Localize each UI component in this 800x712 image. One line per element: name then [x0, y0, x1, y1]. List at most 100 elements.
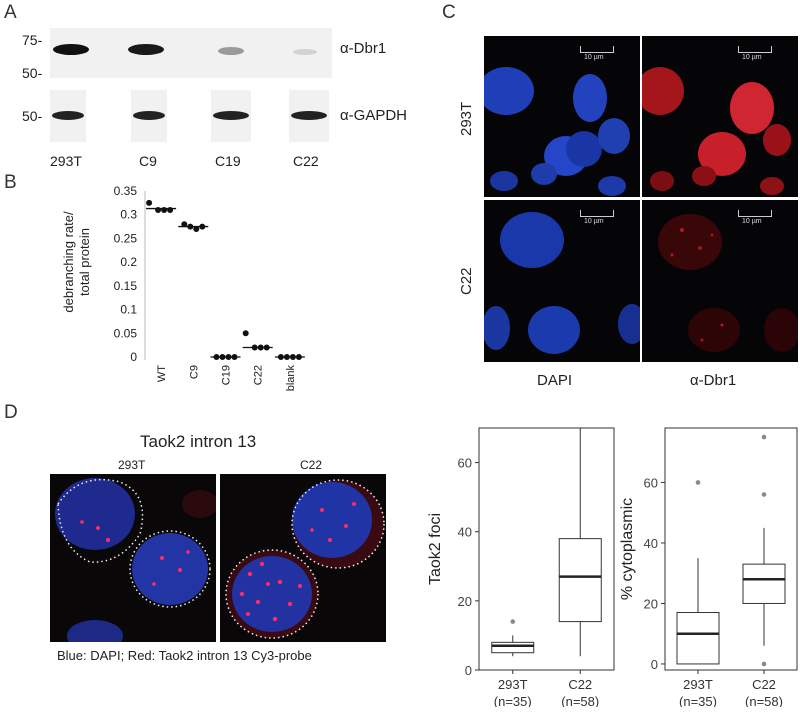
data-point: [181, 221, 188, 228]
y-tick-label: 0.35: [114, 184, 138, 198]
y-axis-title: % cytoplasmic: [619, 498, 636, 600]
x-tick-label: C22: [752, 677, 776, 692]
dbr1-c22-image: 10 µm: [642, 200, 798, 362]
dapi-293t-image: 10 µm: [484, 36, 640, 197]
row-label-c22: C22: [458, 267, 475, 295]
dbr1-antibody-label: α-Dbr1: [340, 40, 387, 57]
data-point: [251, 344, 258, 351]
scale-bar: [580, 210, 614, 217]
data-point: [161, 206, 168, 213]
debranching-ylabel-line2: total protein: [77, 228, 92, 296]
data-point: [231, 354, 238, 360]
lane-label: C22: [293, 153, 319, 169]
col-label-dapi: DAPI: [537, 372, 573, 389]
y-tick-label: 0.3: [120, 208, 137, 222]
fish-title: Taok2 intron 13: [140, 432, 257, 451]
y-tick-label: 0.1: [120, 303, 137, 317]
data-point: [225, 354, 232, 360]
outlier-point: [510, 619, 516, 624]
panel-d-letter: D: [4, 402, 18, 423]
fish-caption: Blue: DAPI; Red: Taok2 intron 13 Cy3-pro…: [57, 648, 312, 663]
gapdh-blot-lane: [211, 90, 251, 142]
mw-marker-75: 75-: [22, 32, 43, 48]
row-label-293t: 293T: [458, 101, 475, 136]
x-tick-label: C19: [221, 365, 233, 385]
panel-b-letter: B: [4, 172, 17, 193]
data-point: [155, 206, 162, 213]
gapdh-blot-lane: [289, 90, 329, 142]
data-point: [257, 344, 264, 351]
y-tick-label: 20: [644, 596, 658, 611]
dbr1-blot: [50, 28, 332, 78]
plot-frame: [664, 427, 798, 671]
outlier-point: [761, 661, 767, 667]
y-axis-title: Taok2 foci: [427, 513, 444, 585]
x-tick-label: 293T: [498, 677, 528, 692]
x-tick-label: blank: [285, 365, 297, 392]
blot-band: [213, 111, 249, 120]
outlier-point: [761, 434, 767, 440]
scale-bar-label: 10 µm: [742, 54, 762, 61]
y-tick-label: 0: [465, 663, 472, 678]
data-point: [283, 354, 290, 360]
data-point: [242, 330, 249, 337]
outlier-point: [695, 480, 701, 485]
scale-bar: [738, 210, 772, 217]
y-tick-label: 40: [644, 536, 658, 551]
x-tick-sublabel: (n=58): [561, 694, 599, 707]
blot-band: [293, 49, 317, 55]
y-tick-label: 0: [130, 350, 137, 364]
box: [558, 538, 602, 623]
data-point: [289, 354, 296, 360]
scale-bar: [580, 46, 614, 53]
lane-label: 293T: [50, 153, 82, 169]
dapi-c22-image: 10 µm: [484, 200, 640, 362]
data-point: [263, 344, 270, 351]
blot-band: [52, 111, 84, 120]
scale-bar-label: 10 µm: [584, 54, 604, 61]
gapdh-antibody-label: α-GAPDH: [340, 107, 408, 124]
mw-marker-50-gapdh: 50-: [22, 108, 43, 124]
x-tick-label: C22: [253, 365, 265, 385]
y-tick-label: 0.15: [114, 279, 138, 293]
fish-c22-image: [220, 474, 386, 642]
y-tick-label: 60: [458, 456, 472, 471]
y-tick-label: 0.05: [114, 326, 138, 340]
blot-band: [218, 47, 244, 55]
lane-label: C19: [215, 153, 241, 169]
box: [742, 563, 786, 604]
blot-band: [133, 111, 165, 120]
y-tick-label: 0: [651, 657, 658, 672]
box: [491, 641, 535, 654]
lane-label: C9: [139, 153, 157, 169]
data-point: [187, 223, 194, 230]
x-tick-label: WT: [156, 365, 168, 382]
x-tick-label: C9: [188, 365, 200, 379]
panel-c-letter: C: [442, 2, 456, 23]
scale-bar: [738, 46, 772, 53]
scale-bar-label: 10 µm: [584, 218, 604, 225]
y-tick-label: 60: [644, 475, 658, 490]
y-tick-label: 40: [458, 525, 472, 540]
data-point: [213, 354, 220, 360]
blot-band: [53, 44, 89, 55]
debranching-ylabel-line1: debranching rate/: [61, 211, 76, 313]
gapdh-blot-lane: [131, 90, 167, 142]
panel-a-letter: A: [4, 2, 17, 23]
box: [676, 612, 720, 665]
y-tick-label: 0.25: [114, 231, 138, 245]
plot-frame: [478, 427, 615, 671]
scale-bar-label: 10 µm: [742, 218, 762, 225]
col-label-dbr1: α-Dbr1: [690, 372, 737, 389]
mw-marker-50: 50-: [22, 65, 43, 81]
blot-band: [128, 44, 164, 55]
fish-label-c22: C22: [300, 458, 323, 472]
x-tick-label: C22: [568, 677, 592, 692]
data-point: [167, 206, 174, 213]
data-point: [146, 199, 153, 206]
dbr1-293t-image: 10 µm: [642, 36, 798, 197]
data-point: [295, 354, 302, 360]
x-tick-sublabel: (n=35): [679, 694, 717, 707]
y-tick-label: 0.2: [120, 255, 137, 269]
data-point: [199, 223, 206, 230]
